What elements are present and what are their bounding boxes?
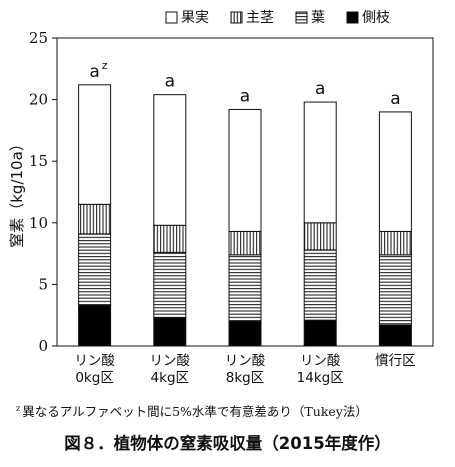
bar-segment [153,224,187,253]
category-label: リン酸 [300,353,341,369]
bar-segment [78,304,112,347]
bar-segment [78,203,112,235]
category-label: リン酸 [225,353,266,369]
category-label: 14kg区 [297,370,344,386]
y-tick-label: 0 [38,337,48,355]
significance-letter: a [315,79,325,99]
significance-letter: a [165,72,175,92]
legend-label: 果実 [181,10,209,26]
bar-segment [78,84,112,205]
category-label: 0kg区 [75,370,113,386]
legend-label: 主茎 [246,10,274,26]
significance-letter: a [89,62,99,82]
significance-letter: a [390,89,400,109]
category-label: 慣行区 [375,353,416,369]
bar-segment [303,249,337,321]
figure-caption: 図８．植物体の窒素吸収量（2015年度作） [64,434,391,453]
y-tick-label: 25 [29,29,48,47]
bar-segment [378,254,412,326]
footnote: z 異なるアルファベット間に5%水準で有意差あり（Tukey法） [16,401,446,420]
footnote-text: 異なるアルファベット間に5%水準で有意差あり（Tukey法） [22,404,368,419]
axes: 0 5 10 15 20 25 窒素（kg/10a） [8,29,434,355]
y-tick-label: 5 [38,275,48,293]
bar-segment [378,324,412,347]
bar-segment [303,319,337,347]
category-label: 4kg区 [151,370,189,386]
bar-segment [378,111,412,232]
bar-segment [303,222,337,251]
bar-segment [153,94,187,226]
legend-swatch [346,11,359,24]
bar-segment [228,230,262,256]
category-label: リン酸 [150,353,191,369]
stacked-bar-chart: 果実 主茎葉側枝 0510152025窒素（kg/10a） a zリン酸0kg区aリ… [8,10,434,386]
legend-swatch [165,11,178,24]
bars [78,84,412,347]
bar-segment [228,108,262,232]
legend: 果実 主茎 葉 側枝 [165,10,390,26]
bar-segment [378,230,412,256]
y-tick-label: 20 [29,91,48,109]
bar-segment [153,251,187,319]
legend-label: 葉 [311,10,325,26]
footnote-marker: z [16,404,21,413]
bar-segment [303,101,337,224]
y-tick-label: 15 [29,152,48,170]
y-tick-label: 10 [29,214,48,232]
category-label: 8kg区 [226,370,264,386]
bar-segment [228,254,262,322]
y-axis-title: 窒素（kg/10a） [8,136,26,248]
bar-segment [228,320,262,347]
bar-segment [153,317,187,347]
legend-swatch [295,11,308,24]
legend-label: 側枝 [362,10,390,26]
legend-swatch [230,11,243,24]
significance-letter: a [240,86,250,106]
significance-superscript: z [102,59,108,72]
category-label: リン酸 [74,353,115,369]
bar-segment [78,233,112,306]
